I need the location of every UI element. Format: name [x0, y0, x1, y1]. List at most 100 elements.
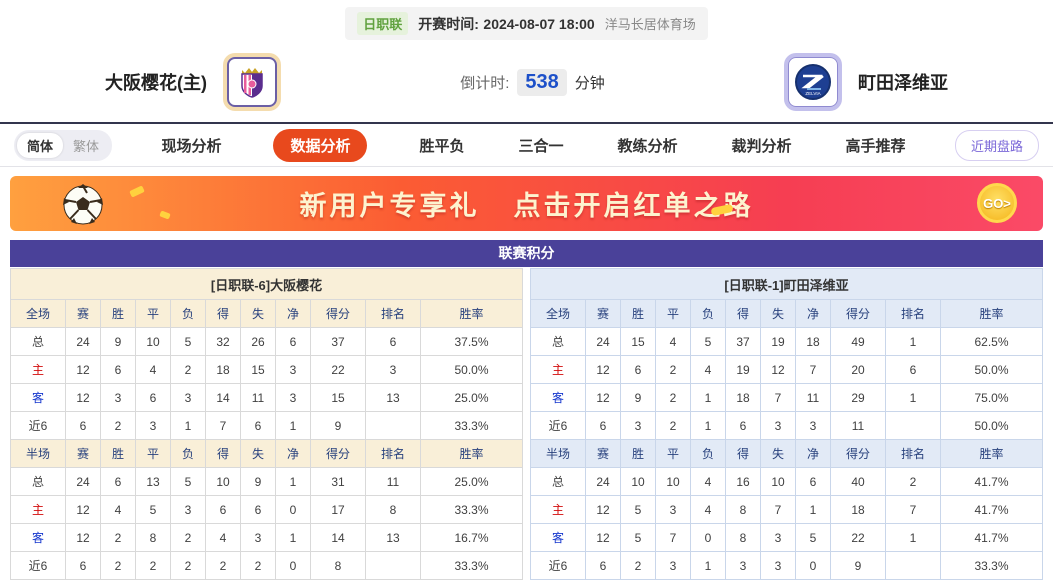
column-header: 净 [275, 299, 311, 328]
tab-教练分析[interactable]: 教练分析 [617, 137, 678, 155]
row-label: 客 [10, 523, 66, 552]
home-team-logo [223, 53, 281, 111]
banner-headline-2: 点击开启红单之路 [513, 191, 754, 221]
stats-cell: 7 [205, 411, 241, 440]
stats-cell: 31 [310, 467, 366, 496]
nav-bar: 简体 繁体 现场分析 数据分析 胜平负 三合一 教练分析 裁判分析 高手推荐 近期盘路 [0, 122, 1053, 167]
stats-cell: 14 [310, 523, 366, 552]
stats-cell: 6 [585, 411, 621, 440]
venue: 洋马长居体育场 [604, 17, 696, 32]
stats-cell: 10 [655, 467, 691, 496]
stats-cell: 12 [760, 355, 796, 384]
stats-cell: 18 [205, 355, 241, 384]
stats-cell: 1 [795, 495, 831, 524]
go-button[interactable]: GO> [977, 183, 1017, 223]
stats-cell: 12 [585, 523, 621, 552]
stats-cell: 11 [365, 467, 421, 496]
column-header: 得分 [830, 439, 886, 468]
match-info-pill: 日职联 开赛时间: 2024-08-07 18:00 洋马长居体育场 [345, 7, 708, 40]
stats-cell: 0 [795, 551, 831, 580]
kickoff-time: 2024-08-07 18:00 [483, 15, 595, 32]
recent-trend-button[interactable]: 近期盘路 [954, 129, 1039, 161]
teams-header: 大阪樱花(主) 倒计时: 538 分钟 ZELVIA 町田泽维亚 [0, 42, 1053, 122]
tab-数据分析[interactable]: 数据分析 [273, 128, 368, 162]
tab-裁判分析[interactable]: 裁判分析 [731, 137, 792, 155]
stats-row: 主 12 5 3 4 8 7 1 18 7 41.7% [530, 495, 1043, 524]
stats-cell: 2 [100, 411, 136, 440]
home-team-stats-table: [日职联-6]大阪樱花 全场赛胜平负得失净得分 排名 胜率总 24 9 10 5 32 26 6 37… [10, 268, 523, 580]
stats-cell: 40 [830, 467, 886, 496]
stats-cell: 26 [240, 327, 276, 356]
stats-row: 总 24 6 13 5 10 9 1 31 11 25.0% [10, 467, 523, 496]
stats-cell: 11 [830, 411, 886, 440]
stats-cell: 7 [885, 495, 941, 524]
league-points-section: 联赛积分 [日职联-6]大阪樱花 全场赛胜平负得失净得分 排名 胜率总 24 9 10 5 32… [10, 240, 1043, 580]
stats-cell: 6 [240, 411, 276, 440]
league-table-title: 联赛积分 [10, 240, 1043, 267]
tab-现场分析[interactable]: 现场分析 [161, 137, 222, 155]
row-label: 总 [10, 467, 66, 496]
stats-cell: 62.5% [940, 327, 1043, 356]
column-header: 得 [725, 299, 761, 328]
stats-cell: 15 [240, 355, 276, 384]
lang-option-繁体[interactable]: 繁体 [73, 138, 100, 154]
stats-cell: 50.0% [940, 355, 1043, 384]
stats-cell: 2 [100, 551, 136, 580]
stats-cell: 7 [760, 495, 796, 524]
promo-banner[interactable]: 新用户专享礼 点击开启红单之路 GO> [10, 176, 1043, 231]
stats-cell: 8 [725, 523, 761, 552]
column-header: 得分 [830, 299, 886, 328]
column-header: 胜 [620, 299, 656, 328]
stats-cell: 2 [170, 551, 206, 580]
row-label: 客 [530, 523, 586, 552]
stats-cell: 3 [760, 551, 796, 580]
soccer-ball-icon [63, 184, 103, 225]
league-badge[interactable]: 日职联 [357, 12, 409, 35]
tab-高手推荐[interactable]: 高手推荐 [845, 137, 906, 155]
stats-cell: 6 [100, 467, 136, 496]
stats-cell: 7 [655, 523, 691, 552]
stats-cell: 2 [100, 523, 136, 552]
stats-cell: 6 [585, 551, 621, 580]
stats-cell: 8 [135, 523, 171, 552]
stats-row: 近6 6 2 3 1 7 6 1 9 33.3% [10, 411, 523, 440]
column-header: 胜率 [420, 299, 523, 328]
row-label: 总 [530, 327, 586, 356]
lang-option-简体[interactable]: 简体 [17, 132, 64, 158]
stats-row: 客 12 5 7 0 8 3 5 22 1 41.7% [530, 523, 1043, 552]
stats-cell: 18 [725, 383, 761, 412]
column-header: 赛 [585, 439, 621, 468]
stats-cell: 7 [795, 355, 831, 384]
column-header: 负 [170, 439, 206, 468]
stats-cell: 3 [170, 383, 206, 412]
column-header: 胜 [100, 299, 136, 328]
stats-cell: 2 [655, 383, 691, 412]
stats-cell: 4 [655, 327, 691, 356]
tab-三合一[interactable]: 三合一 [518, 137, 564, 155]
tab-胜平负[interactable]: 胜平负 [419, 137, 465, 155]
stats-cell: 1 [885, 383, 941, 412]
stats-cell: 10 [620, 467, 656, 496]
stats-cell: 75.0% [940, 383, 1043, 412]
stats-cell: 12 [65, 355, 101, 384]
stats-cell: 33.3% [940, 551, 1043, 580]
column-header: 得 [725, 439, 761, 468]
stats-cell: 6 [240, 495, 276, 524]
column-header-row: 全场赛胜平负得失净得分 排名 胜率 [530, 299, 1043, 328]
stats-row: 客 12 3 6 3 14 11 3 15 13 25.0% [10, 383, 523, 412]
stats-cell: 13 [135, 467, 171, 496]
row-label: 总 [530, 467, 586, 496]
stats-cell: 24 [585, 467, 621, 496]
stats-cell: 50.0% [940, 411, 1043, 440]
team-header-row: [日职联-1]町田泽维亚 [530, 268, 1043, 300]
column-header: 胜率 [940, 299, 1043, 328]
away-team-name: 町田泽维亚 [858, 73, 948, 93]
stats-cell: 4 [690, 355, 726, 384]
stats-cell: 4 [135, 355, 171, 384]
stats-cell: 12 [65, 495, 101, 524]
column-header: 全场 [530, 299, 586, 328]
column-header: 得 [205, 299, 241, 328]
stats-cell: 5 [620, 523, 656, 552]
stats-cell: 6 [65, 411, 101, 440]
stats-cell: 1 [275, 411, 311, 440]
